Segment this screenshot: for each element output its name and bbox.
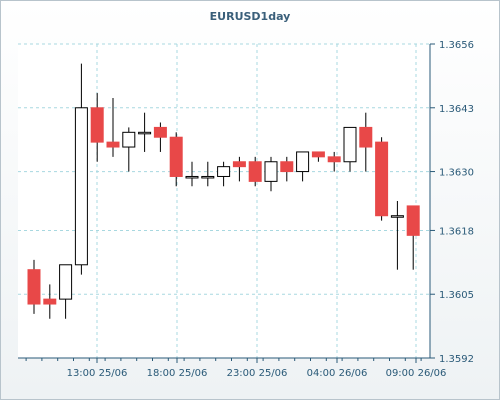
candle xyxy=(217,161,231,187)
candle xyxy=(185,161,199,187)
candle xyxy=(359,112,373,172)
y-tick-label: 1.3643 xyxy=(439,104,474,115)
candle-body xyxy=(201,175,215,179)
y-axis-labels: 1.3656 1.3643 1.3630 1.3618 1.3605 1.3592 xyxy=(439,40,474,365)
candle xyxy=(122,127,136,172)
candle-body xyxy=(406,205,420,236)
candle xyxy=(375,137,389,221)
candle-body xyxy=(153,126,167,138)
candle xyxy=(153,122,167,152)
candle-body xyxy=(27,269,41,305)
candle xyxy=(248,156,262,187)
candle xyxy=(406,205,420,270)
y-tick-label: 1.3630 xyxy=(439,168,474,179)
candle xyxy=(169,132,183,187)
candle-body xyxy=(296,151,310,173)
candle xyxy=(390,201,404,270)
x-tick-label: 04:00 26/06 xyxy=(307,368,368,379)
candle-body xyxy=(217,166,231,177)
candle xyxy=(296,151,310,182)
candle-body xyxy=(74,107,88,266)
candle xyxy=(311,151,325,162)
candles xyxy=(27,63,420,319)
candle-body xyxy=(90,107,104,143)
candle xyxy=(264,156,278,192)
candle-body xyxy=(343,126,357,163)
candle-body xyxy=(59,264,73,300)
candle xyxy=(90,93,104,162)
candle xyxy=(232,156,246,182)
candle-body xyxy=(232,161,246,168)
candle-body xyxy=(122,131,136,148)
y-tick-label: 1.3605 xyxy=(439,290,474,301)
candle xyxy=(43,284,57,319)
candle-body xyxy=(359,126,373,148)
candle xyxy=(27,259,41,314)
candle-body xyxy=(375,141,389,217)
x-tick-label: 18:00 25/06 xyxy=(147,368,208,379)
candle xyxy=(343,126,357,172)
candle-body xyxy=(280,161,294,173)
x-tick-label: 23:00 25/06 xyxy=(227,368,288,379)
candle xyxy=(201,161,215,187)
y-tick-label: 1.3656 xyxy=(439,40,474,51)
candle-body xyxy=(311,151,325,158)
candle-body xyxy=(185,175,199,179)
x-tick-label: 09:00 26/06 xyxy=(386,368,447,379)
candle-body xyxy=(169,136,183,177)
candle-body xyxy=(138,131,152,135)
y-tick-label: 1.3592 xyxy=(439,354,474,365)
candle-body xyxy=(43,298,57,305)
candle-body xyxy=(264,161,278,182)
candle-body xyxy=(106,141,120,148)
candle-body xyxy=(390,215,404,218)
chart-title: EURUSD1day xyxy=(209,10,291,23)
candle xyxy=(138,112,152,152)
y-tick-label: 1.3618 xyxy=(439,226,474,237)
candle xyxy=(327,151,341,172)
candle xyxy=(59,264,73,319)
x-tick-label: 13:00 25/06 xyxy=(67,368,128,379)
candle xyxy=(106,97,120,157)
candle-body xyxy=(327,156,341,163)
candle xyxy=(280,156,294,182)
candle xyxy=(74,63,88,275)
candle-body xyxy=(248,161,262,182)
x-axis-labels: 13:00 25/06 18:00 25/06 23:00 25/06 04:00 2… xyxy=(67,368,447,379)
